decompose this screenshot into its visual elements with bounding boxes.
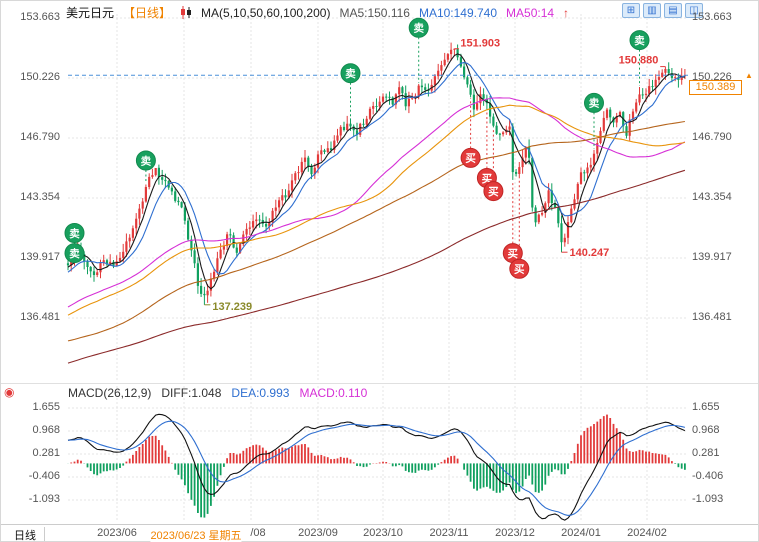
macd-axis-label-left: 1.655 (32, 401, 60, 413)
macd-axis-label-left: -0.406 (28, 470, 60, 482)
diff-line (67, 413, 686, 521)
svg-text:买: 买 (508, 248, 519, 260)
macd-histogram (67, 414, 686, 518)
period-tag: 【日线】 (123, 6, 172, 20)
sell-signal-badge[interactable]: 卖 (64, 243, 85, 264)
macd-diff-value: DIFF:1.048 (161, 386, 222, 400)
ma60-line (67, 104, 686, 316)
macd-value: MACD:0.110 (299, 386, 368, 400)
toolbar-chart-button-3[interactable]: ▤ (664, 3, 682, 18)
x-axis-label: 2023/10 (363, 527, 403, 539)
macd-axis-label-left: -1.093 (28, 493, 60, 505)
macd-dea-value: DEA:0.993 (231, 386, 290, 400)
macd-axis-label-right: -1.093 (692, 493, 724, 505)
price-axis-label-right: 150.226 (692, 71, 732, 83)
price-up-arrow-icon: ▲ (745, 71, 753, 80)
macd-params-label: MACD(26,12,9) (68, 386, 152, 400)
sell-signal-badge[interactable]: 卖 (408, 17, 429, 38)
current-price-badge: 150.389 (689, 80, 742, 95)
ma5-value: MA5:150.116 (339, 5, 410, 20)
macd-axis-label-left: 0.281 (32, 447, 60, 459)
svg-text:买: 买 (482, 173, 493, 185)
x-axis-label: 2023/06 (97, 527, 137, 539)
macd-axis-label-left: 0.968 (32, 424, 60, 436)
ma50-line (67, 97, 686, 308)
tab-daily[interactable]: 日线 (6, 527, 45, 542)
price-annotation: 151.903 (460, 38, 500, 50)
svg-text:卖: 卖 (634, 34, 645, 47)
svg-text:卖: 卖 (141, 154, 152, 167)
chart-toolbar: ⊞ ▥ ▤ ◫ (622, 3, 703, 18)
svg-text:买: 买 (514, 264, 525, 276)
price-axis-label-left: 143.354 (20, 191, 60, 203)
ma10-value: MA10:149.740 (418, 5, 498, 20)
sell-signal-badge[interactable]: 卖 (629, 30, 650, 51)
sell-signal-badge[interactable]: 卖 (584, 92, 604, 113)
x-axis-label: 2023/12 (495, 527, 535, 539)
ma200-line (67, 169, 686, 364)
price-axis-label-left: 153.663 (20, 11, 60, 23)
grid-lines (68, 14, 688, 522)
buy-signal-badge[interactable]: 买 (460, 147, 481, 168)
sell-signal-badge[interactable]: 卖 (135, 150, 156, 171)
macd-header: MACD(26,12,9) DIFF:1.048 DEA:0.993 MACD:… (68, 386, 367, 400)
up-arrow-icon: ↑ (563, 5, 570, 20)
price-axis-label-left: 150.226 (20, 71, 60, 83)
toolbar-chart-button-2[interactable]: ▥ (643, 3, 661, 18)
ma100-line (67, 120, 685, 342)
x-axis-label: 2023/11 (429, 527, 469, 539)
price-axis-label-left: 146.790 (20, 131, 60, 143)
svg-text:卖: 卖 (69, 247, 80, 260)
price-annotation: 137.239 (212, 301, 252, 313)
x-axis-label: 2024/02 (627, 527, 667, 539)
buy-signal-badge[interactable]: 买 (509, 258, 530, 279)
price-axis-label-right: 139.917 (692, 251, 732, 263)
macd-axis-label-right: 0.968 (692, 424, 720, 436)
sell-signal-badge[interactable]: 卖 (340, 63, 361, 84)
price-axis-label-right: 146.790 (692, 131, 732, 143)
toolbar-chart-button-4[interactable]: ◫ (685, 3, 703, 18)
svg-text:卖: 卖 (589, 97, 600, 110)
ma50-value: MA50:14 (506, 5, 555, 20)
svg-text:卖: 卖 (69, 227, 80, 240)
pane-separator (0, 383, 759, 384)
dea-line (67, 420, 686, 516)
x-axis-label: /08 (250, 527, 266, 539)
candlestick-icon (180, 6, 192, 19)
ma-params-label: MA(5,10,50,60,100,200) (201, 5, 331, 20)
ma10-line (67, 61, 686, 275)
toolbar-chart-button-1[interactable]: ⊞ (622, 3, 640, 18)
svg-text:买: 买 (465, 153, 476, 165)
chart-header: 美元日元 【日线】 MA(5,10,50,60,100,200) MA5:150… (66, 4, 569, 21)
symbol-title: 美元日元 (66, 6, 115, 20)
sell-signal-badge[interactable]: 卖 (64, 223, 85, 243)
svg-text:买: 买 (488, 186, 499, 198)
macd-axis-label-right: -0.406 (692, 470, 724, 482)
price-axis-label-left: 136.481 (20, 311, 60, 323)
ma5-line (67, 53, 685, 290)
svg-text:卖: 卖 (413, 22, 424, 35)
x-axis-label: 2023/09 (298, 527, 338, 539)
macd-axis-label-right: 0.281 (692, 447, 720, 459)
indicator-settings-icon[interactable]: ◉ (4, 385, 15, 399)
svg-text:卖: 卖 (345, 67, 356, 80)
price-axis-label-left: 139.917 (20, 251, 60, 263)
price-axis-label-right: 153.663 (692, 11, 732, 23)
macd-axis-label-right: 1.655 (692, 401, 720, 413)
price-annotation: 150.880 (619, 55, 659, 67)
x-axis-label: 2024/01 (561, 527, 601, 539)
buy-signal-badge[interactable]: 买 (483, 181, 504, 202)
price-axis-label-right: 143.354 (692, 191, 732, 203)
price-axis-label-right: 136.481 (692, 311, 732, 323)
price-annotation: 140.247 (570, 247, 610, 259)
x-axis-label: 2023/06/23 星期五 (150, 527, 242, 542)
